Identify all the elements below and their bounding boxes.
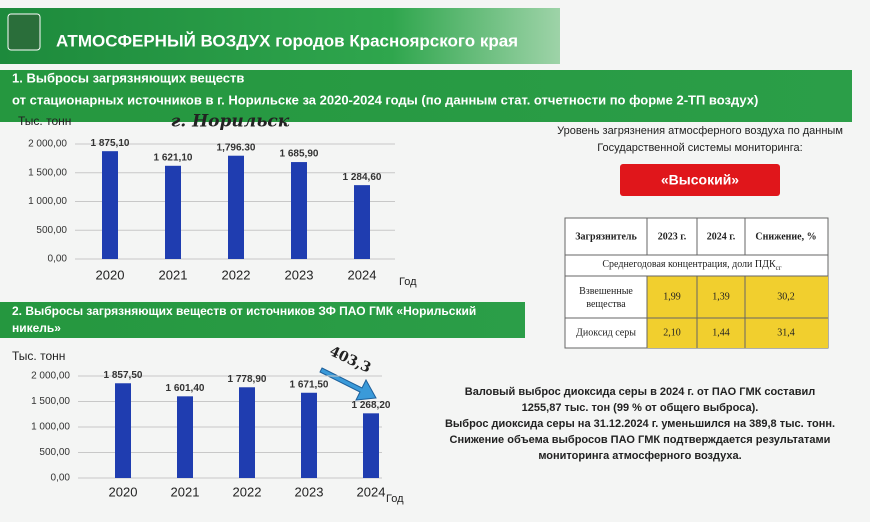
td: 1,99	[663, 291, 681, 302]
y-tick-label: 0,00	[51, 473, 71, 484]
td: 2,10	[663, 327, 681, 338]
td: 30,2	[777, 291, 795, 302]
value-label: 1 857,50	[104, 370, 143, 381]
bar	[177, 396, 193, 478]
value-label: 1 685,90	[280, 149, 319, 160]
header-title: АТМОСФЕРНЫЙ ВОЗДУХ городов Красноярского…	[56, 31, 518, 50]
y-tick-label: 2 000,00	[28, 139, 67, 150]
value-label: 1,796.30	[217, 142, 256, 153]
header-bar	[0, 8, 560, 64]
value-label: 1 671,50	[290, 379, 329, 390]
x-tick-label: 2021	[159, 267, 188, 282]
note: Валовый выброс диоксида серы в 2024 г. о…	[465, 386, 815, 398]
table: Загрязнитель 2023 г. 2024 г. Снижение, %…	[564, 217, 829, 349]
bar	[354, 185, 370, 259]
section-title: 1. Выбросы загрязняющих веществ	[12, 70, 244, 85]
bar	[115, 383, 131, 478]
emblem	[7, 13, 41, 51]
x-tick-label: 2023	[285, 267, 314, 282]
x-tick-label: 2022	[222, 267, 251, 282]
y-tick-label: 1 000,00	[28, 196, 67, 207]
data-cells	[647, 276, 828, 348]
value-label: 1 284,60	[343, 172, 382, 183]
td: Взвешенные вещества	[579, 286, 633, 310]
bar	[291, 162, 307, 259]
th: Снижение, %	[755, 231, 816, 242]
value-label: 1 601,40	[166, 383, 205, 394]
monitoring-text: Уровень загрязнения атмосферного воздуха…	[557, 125, 843, 137]
section-title: от стационарных источников в г. Норильск…	[12, 92, 758, 107]
section-title: 2. Выбросы загрязняющих веществ от источ…	[12, 304, 476, 318]
monitoring-text: Государственной системы мониторинга:	[597, 142, 802, 154]
td: 1,39	[712, 291, 730, 302]
section-bar	[0, 302, 525, 338]
section-title: никель»	[12, 321, 61, 335]
th: 2024 г.	[707, 231, 736, 242]
x-axis-label: Год	[399, 276, 417, 288]
td: 31,4	[777, 327, 795, 338]
y-tick-label: 2 000,00	[31, 371, 70, 382]
bar	[228, 155, 244, 259]
bar	[363, 413, 379, 478]
x-tick-label: 2022	[233, 484, 262, 499]
section-bar	[0, 70, 852, 122]
bar	[239, 387, 255, 478]
chart-title: г. Норильск	[171, 112, 290, 132]
x-tick-label: 2020	[96, 267, 125, 282]
x-tick-label: 2024	[357, 484, 386, 499]
subheader-text: Среднегодовая концентрация, доли ПДК	[602, 259, 776, 270]
bar	[165, 165, 181, 259]
level-badge	[620, 164, 780, 196]
y-tick-label: 1 000,00	[31, 422, 70, 433]
note: Выброс диоксида серы на 31.12.2024 г. ум…	[445, 418, 835, 430]
y-tick-label: 500,00	[36, 225, 67, 236]
level-text: «Высокий»	[661, 172, 739, 188]
th: Загрязнитель	[575, 231, 637, 242]
x-tick-label: 2024	[348, 267, 377, 282]
y-tick-label: 500,00	[39, 447, 70, 458]
value-label: 1 778,90	[228, 374, 267, 385]
subheader-sub: сг	[776, 264, 782, 272]
bar	[301, 392, 317, 478]
subheader: Среднегодовая концентрация, доли ПДКсг	[602, 259, 781, 271]
th: 2023 г.	[658, 231, 687, 242]
value-label: 1 268,20	[352, 400, 391, 411]
td: 1,44	[712, 327, 730, 338]
value-label: 1 621,10	[154, 152, 193, 163]
x-tick-label: 2023	[295, 484, 324, 499]
note: 1255,87 тыс. тон (99 % от общего выброса…	[522, 402, 759, 414]
x-axis-label: Год	[386, 493, 404, 505]
y-tick-label: 0,00	[48, 254, 68, 265]
y-axis-label: Тыс. тонн	[18, 114, 71, 128]
value-label: 1 875,10	[91, 138, 130, 149]
y-tick-label: 1 500,00	[31, 396, 70, 407]
x-tick-label: 2021	[171, 484, 200, 499]
td: Диоксид серы	[576, 327, 636, 338]
note: Снижение объема выбросов ПАО ГМК подтвер…	[450, 434, 831, 446]
y-tick-label: 1 500,00	[28, 167, 67, 178]
x-tick-label: 2020	[109, 484, 138, 499]
bar	[102, 151, 118, 259]
y-axis-label: Тыс. тонн	[12, 349, 65, 363]
note: мониторинга атмосферного воздуха.	[538, 450, 741, 462]
